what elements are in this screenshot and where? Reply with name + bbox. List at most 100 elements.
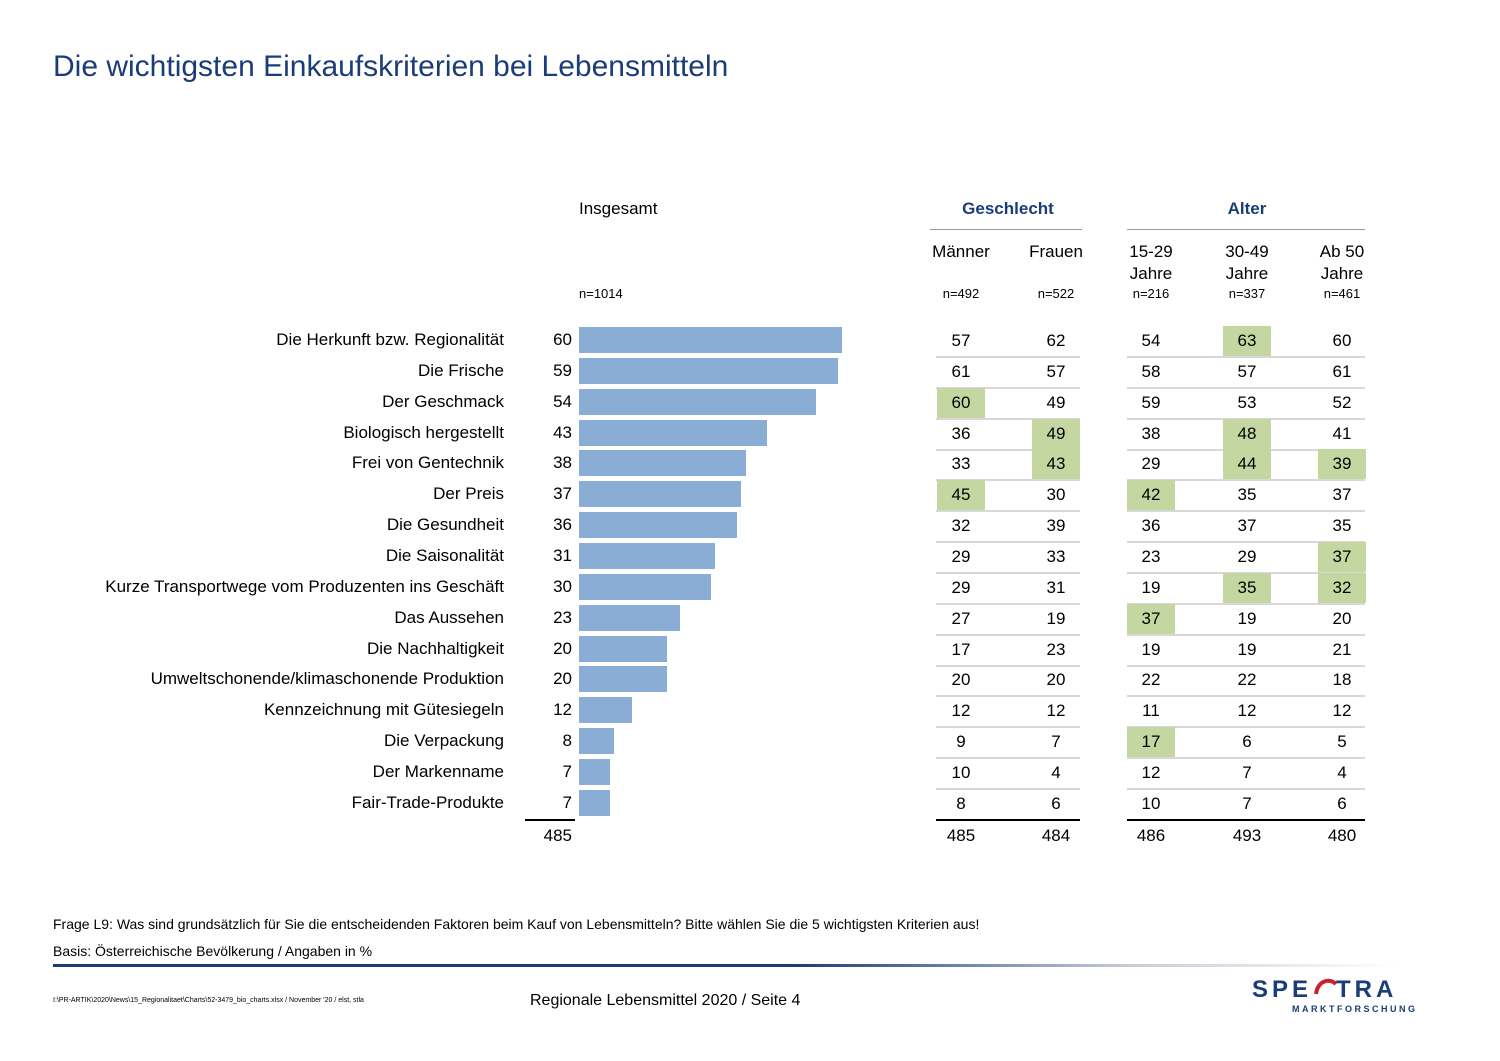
table-cell: 17 bbox=[951, 639, 971, 659]
table-cell: 7 bbox=[1051, 732, 1061, 752]
row-label: Die Saisonalität bbox=[385, 545, 504, 565]
table-cell: 22 bbox=[1237, 670, 1257, 690]
row-separator bbox=[1127, 510, 1365, 513]
total-rule bbox=[1127, 818, 1365, 821]
row-total-value: 23 bbox=[553, 607, 572, 627]
row-total-value: 8 bbox=[562, 731, 572, 751]
row-separator bbox=[1127, 757, 1365, 760]
page-footer: Regionale Lebensmittel 2020 / Seite 4 bbox=[530, 992, 801, 1009]
bar-0 bbox=[579, 327, 842, 353]
table-cell: 6 bbox=[1337, 793, 1347, 813]
column-n: n=216 bbox=[1132, 286, 1170, 301]
bar-13 bbox=[579, 728, 615, 755]
table-cell: 37 bbox=[1332, 485, 1352, 505]
logo-wordmark-end: TRA bbox=[1336, 976, 1397, 1003]
table-cell: 61 bbox=[1332, 361, 1352, 381]
table-cell: 43 bbox=[1032, 449, 1080, 480]
row-separator bbox=[936, 726, 1080, 729]
row-separator bbox=[1127, 787, 1365, 790]
table-cell: 48 bbox=[1223, 418, 1271, 449]
row-label: Der Markenname bbox=[372, 761, 504, 781]
row-total-value: 20 bbox=[553, 638, 572, 658]
table-cell: 29 bbox=[951, 577, 971, 597]
row-label: Umweltschonende/klimaschonende Produktio… bbox=[150, 669, 504, 689]
table-cell: 6 bbox=[1051, 793, 1061, 813]
table-cell: 54 bbox=[1141, 331, 1161, 350]
column-n: n=337 bbox=[1228, 286, 1266, 301]
column-total: 493 bbox=[1232, 825, 1262, 845]
table-cell: 19 bbox=[1237, 608, 1257, 628]
column-total: 480 bbox=[1327, 825, 1357, 845]
bar-11 bbox=[579, 666, 667, 693]
table-cell: 35 bbox=[1223, 572, 1271, 603]
table-cell: 32 bbox=[951, 516, 971, 536]
overall-total: 485 bbox=[543, 825, 572, 845]
table-cell: 37 bbox=[1127, 603, 1175, 634]
group-gender-rule bbox=[930, 229, 1082, 230]
row-label: Die Gesundheit bbox=[386, 515, 504, 535]
table-cell: 39 bbox=[1046, 516, 1066, 536]
table-cell: 5 bbox=[1337, 732, 1347, 752]
row-label: Fair-Trade-Produkte bbox=[351, 792, 504, 812]
table-cell: 23 bbox=[1046, 639, 1066, 659]
table-cell: 18 bbox=[1332, 670, 1352, 690]
table-cell: 38 bbox=[1141, 423, 1161, 443]
table-cell: 20 bbox=[1046, 670, 1066, 690]
table-cell: 7 bbox=[1242, 762, 1252, 782]
bar-9 bbox=[579, 604, 680, 631]
column-n: n=492 bbox=[942, 286, 980, 301]
bar-14 bbox=[579, 758, 610, 785]
table-cell: 7 bbox=[1242, 793, 1252, 813]
row-label: Biologisch hergestellt bbox=[343, 422, 504, 442]
row-separator bbox=[936, 386, 1080, 389]
spectra-logo: SPE TRA MARKTFORSCHUNG bbox=[1252, 976, 1418, 1014]
column-total: 484 bbox=[1041, 825, 1071, 845]
row-separator bbox=[936, 664, 1080, 667]
row-label: Die Verpackung bbox=[383, 731, 504, 751]
table-cell: 30 bbox=[1046, 485, 1066, 505]
column-n: n=522 bbox=[1037, 286, 1075, 301]
column-header-label: Ab 50 bbox=[1319, 242, 1365, 261]
table-cell: 10 bbox=[951, 762, 971, 782]
row-separator bbox=[936, 571, 1080, 574]
table-cell: 52 bbox=[1332, 392, 1352, 412]
bar-6 bbox=[579, 512, 737, 539]
table-cell: 4 bbox=[1051, 762, 1061, 782]
table-cell: 58 bbox=[1141, 361, 1161, 381]
bar-7 bbox=[579, 542, 715, 569]
row-separator bbox=[936, 541, 1080, 544]
basis-footnote: Basis: Österreichische Bevölkerung / Ang… bbox=[53, 943, 373, 959]
logo-swoosh bbox=[1314, 978, 1338, 995]
file-path: I:\PR-ARTIK\2020\News\15_Regionalitaet\C… bbox=[53, 997, 364, 1004]
row-total-value: 60 bbox=[553, 330, 572, 349]
row-separator bbox=[936, 633, 1080, 636]
row-separator bbox=[1127, 356, 1365, 358]
bar-2 bbox=[579, 388, 816, 415]
bar-12 bbox=[579, 697, 632, 724]
row-separator bbox=[1127, 633, 1365, 636]
column-header-sublabel: Jahre bbox=[1320, 264, 1364, 283]
group-age-rule bbox=[1127, 229, 1365, 230]
table-cell: 12 bbox=[951, 701, 971, 721]
logo-subtitle: MARKTFORSCHUNG bbox=[1292, 1004, 1418, 1014]
row-separator bbox=[936, 510, 1080, 513]
table-cell: 44 bbox=[1223, 449, 1271, 480]
row-separator bbox=[1127, 695, 1365, 698]
table-cell: 23 bbox=[1141, 546, 1161, 566]
column-header-label: Frauen bbox=[1029, 242, 1083, 261]
table-cell: 45 bbox=[937, 480, 985, 511]
column-header-3: 30-49 Jahre bbox=[1202, 241, 1292, 285]
bar-8 bbox=[579, 573, 711, 600]
table-cell: 36 bbox=[1141, 516, 1161, 536]
group-age-header: Alter bbox=[1227, 199, 1267, 218]
table-cell: 57 bbox=[1046, 361, 1066, 381]
table-cell: 29 bbox=[1141, 454, 1161, 474]
column-header-label: Männer bbox=[932, 242, 990, 261]
table-cell: 10 bbox=[1141, 793, 1161, 813]
column-header-2: 15-29 Jahre bbox=[1106, 241, 1196, 285]
table-cell: 63 bbox=[1223, 326, 1271, 356]
row-separator bbox=[936, 695, 1080, 698]
row-total-value: 20 bbox=[553, 669, 572, 689]
table-cell: 19 bbox=[1141, 639, 1161, 659]
